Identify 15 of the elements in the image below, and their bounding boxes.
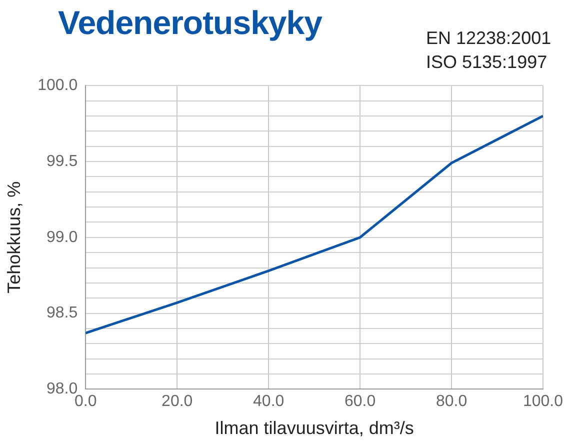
y-tick-label: 99.5 [46, 152, 78, 170]
text: ISO 5135:1997 [426, 51, 548, 74]
chart-title: Vedenerotuskyky [58, 4, 322, 42]
x-axis-title: Ilman tilavuusvirta, dm³/s [214, 418, 414, 438]
x-tick-label: 0.0 [74, 393, 97, 410]
y-tick-label: 98.5 [46, 304, 78, 322]
text: EN 12238:2001 [426, 27, 552, 50]
y-axis-title: Tehokkuus, % [4, 181, 24, 294]
x-tick-label: 60.0 [344, 393, 376, 410]
x-tick-label: 20.0 [162, 393, 193, 410]
x-tick-label: 40.0 [253, 393, 284, 410]
y-tick-label: 99.0 [46, 228, 78, 246]
y-tick-label: 100.0 [38, 77, 78, 94]
x-tick-label: 80.0 [436, 393, 468, 410]
x-tick-label: 100.0 [522, 393, 564, 410]
